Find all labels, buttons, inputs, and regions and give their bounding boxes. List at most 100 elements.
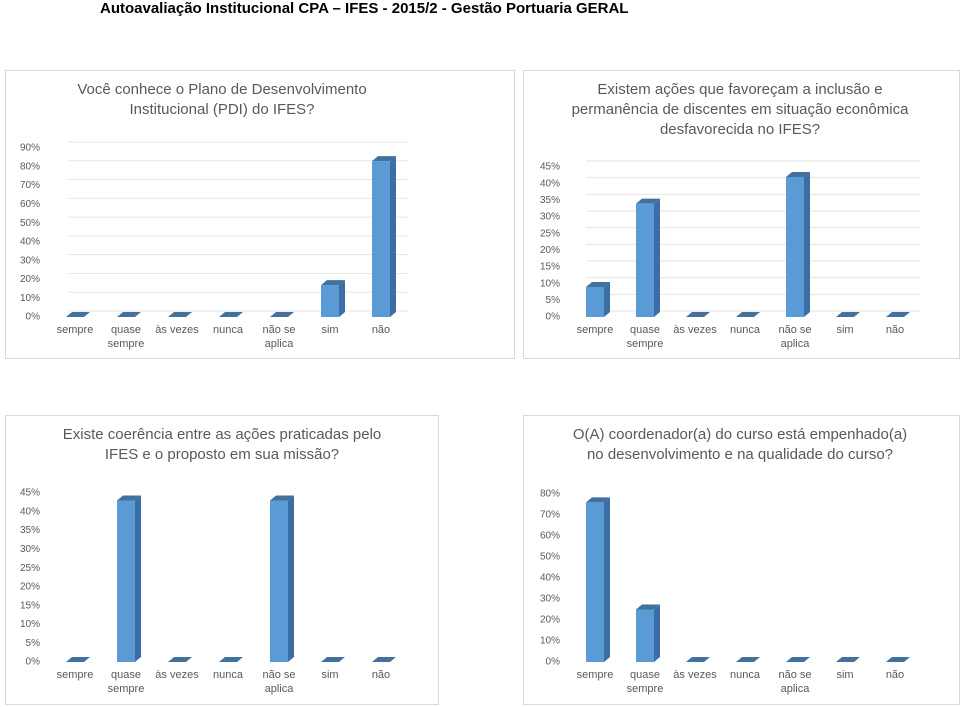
y-tick-label: 40% <box>20 506 40 517</box>
x-tick-label: sempre <box>56 669 94 681</box>
x-tick-label: nunca <box>730 324 760 336</box>
bar-top <box>636 604 660 610</box>
x-tick-label: às vezes <box>155 669 199 681</box>
y-tick-label: 30% <box>540 594 560 605</box>
y-tick-label: 60% <box>20 199 40 210</box>
y-tick-label: 50% <box>540 552 560 563</box>
bar-top <box>786 172 810 177</box>
x-tick-label: às vezes <box>155 324 199 336</box>
x-tick-label: nunca <box>730 669 760 681</box>
bar <box>636 203 654 317</box>
y-tick-label: 40% <box>540 573 560 584</box>
bar-side <box>288 495 294 662</box>
x-tick-label: não <box>371 669 391 681</box>
x-tick-label: nunca <box>213 669 243 681</box>
bar-side <box>390 156 396 317</box>
y-tick-label: 90% <box>20 143 40 154</box>
bar-top <box>219 312 243 317</box>
page-title: Autoavaliação Institucional CPA – IFES -… <box>100 0 629 17</box>
bar-top <box>586 282 610 287</box>
x-tick-label: não se aplica <box>778 669 812 695</box>
bar <box>270 500 288 662</box>
bar-top <box>66 312 90 317</box>
y-tick-label: 20% <box>20 582 40 593</box>
chart-panel <box>5 415 439 705</box>
x-tick-label: não se aplica <box>262 669 296 695</box>
bar-top <box>66 657 90 662</box>
y-tick-label: 70% <box>20 180 40 191</box>
y-tick-label: 50% <box>20 218 40 229</box>
y-tick-label: 0% <box>546 312 561 323</box>
x-tick-label: não <box>885 324 905 336</box>
chart-title: O(A) coordenador(a) do curso está empenh… <box>572 426 908 463</box>
x-tick-label: não se aplica <box>262 324 296 350</box>
y-tick-label: 35% <box>540 195 560 206</box>
bar <box>321 285 339 317</box>
x-tick-label: sempre <box>56 324 94 336</box>
y-tick-label: 25% <box>540 228 560 239</box>
y-tick-label: 30% <box>540 212 560 223</box>
bar <box>586 287 604 317</box>
bar-top <box>786 657 810 662</box>
x-tick-label: não <box>371 324 391 336</box>
x-tick-label: quase sempre <box>626 669 664 695</box>
y-tick-label: 10% <box>540 278 560 289</box>
y-tick-label: 45% <box>540 162 560 173</box>
bar-top <box>321 657 345 662</box>
x-tick-label: nunca <box>213 324 243 336</box>
x-tick-label: quase sempre <box>107 324 145 350</box>
x-tick-label: sim <box>321 324 339 336</box>
bar-top <box>686 312 710 317</box>
bar <box>786 177 804 317</box>
bar-top <box>168 657 192 662</box>
y-tick-label: 5% <box>546 295 561 306</box>
bar-top <box>736 657 760 662</box>
y-tick-label: 30% <box>20 544 40 555</box>
bar-top <box>270 312 294 317</box>
bar-top <box>836 657 860 662</box>
y-tick-label: 0% <box>546 657 561 668</box>
y-tick-label: 45% <box>20 488 40 499</box>
x-tick-label: às vezes <box>673 324 717 336</box>
x-tick-label: sim <box>836 324 854 336</box>
y-tick-label: 40% <box>540 178 560 189</box>
y-tick-label: 30% <box>20 255 40 266</box>
y-tick-label: 80% <box>540 489 560 500</box>
bar-top <box>219 657 243 662</box>
y-tick-label: 25% <box>20 563 40 574</box>
y-tick-label: 10% <box>540 636 560 647</box>
bar-top <box>321 280 345 286</box>
bar-top <box>586 497 610 503</box>
y-tick-label: 20% <box>540 245 560 256</box>
y-tick-label: 35% <box>20 525 40 536</box>
chart-title: Você conhece o Plano de Desenvolvimento … <box>77 81 367 118</box>
bar-top <box>636 198 660 204</box>
bar-top <box>836 312 860 317</box>
bar-top <box>736 312 760 317</box>
bar-side <box>135 495 141 662</box>
bar-top <box>886 312 910 317</box>
bar-side <box>339 280 345 317</box>
bar-top <box>886 657 910 662</box>
bar <box>372 161 390 317</box>
bar-top <box>372 156 396 162</box>
bar-top <box>686 657 710 662</box>
bar-top <box>117 495 141 501</box>
y-tick-label: 10% <box>20 619 40 630</box>
x-tick-label: sim <box>321 669 339 681</box>
y-tick-label: 60% <box>540 531 560 542</box>
x-tick-label: às vezes <box>673 669 717 681</box>
y-tick-label: 0% <box>26 657 41 668</box>
y-tick-label: 20% <box>20 274 40 285</box>
y-tick-label: 15% <box>540 262 560 273</box>
bar-top <box>168 312 192 317</box>
bar-top <box>270 495 294 501</box>
chart-title: Existe coerência entre as ações praticad… <box>62 426 382 463</box>
y-tick-label: 20% <box>540 615 560 626</box>
bar <box>117 500 135 662</box>
y-tick-label: 10% <box>20 293 40 304</box>
y-tick-label: 0% <box>26 312 41 323</box>
bar <box>586 502 604 662</box>
